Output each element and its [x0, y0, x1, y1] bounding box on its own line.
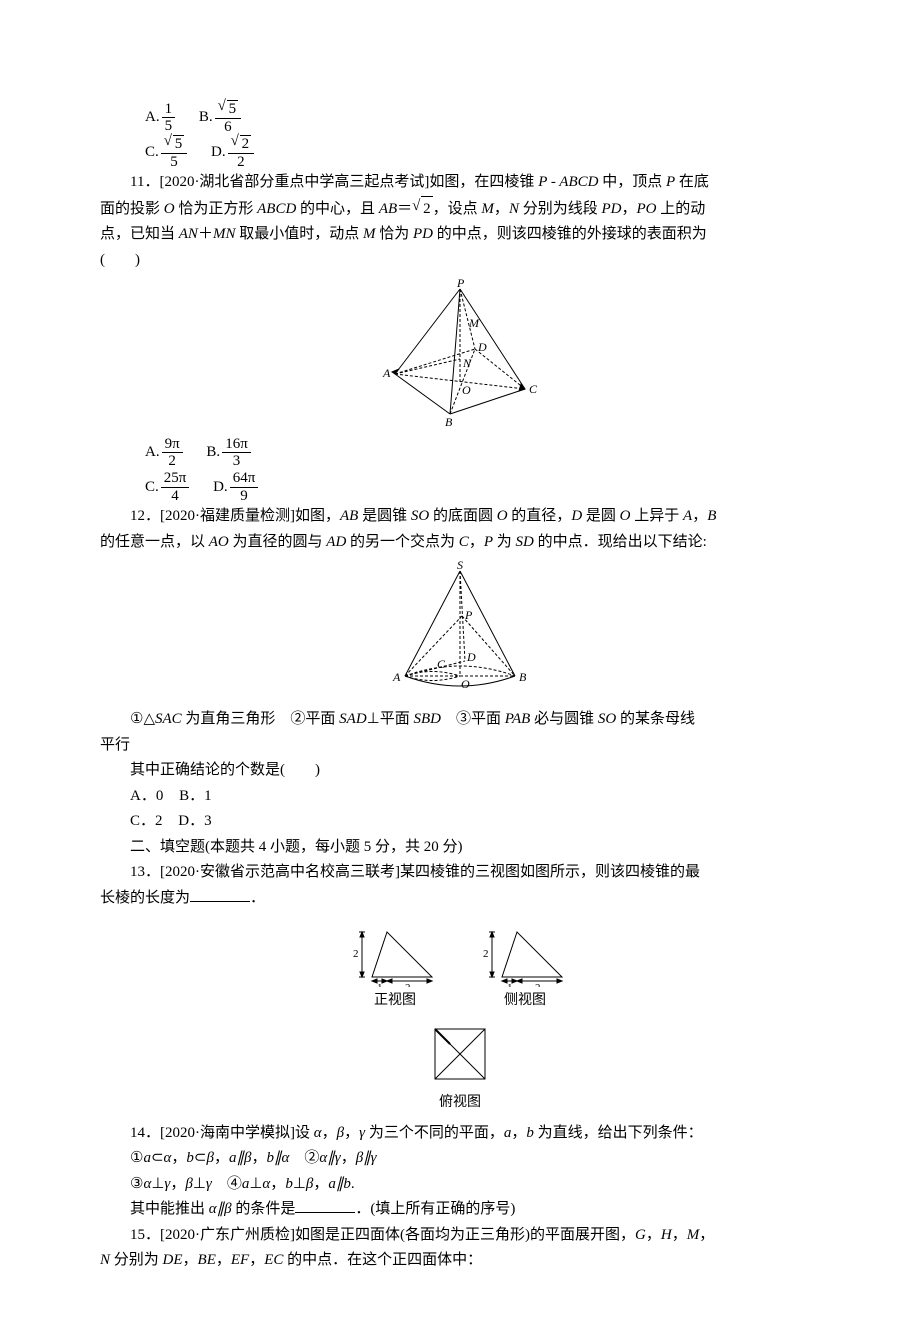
front-view-label: 正视图	[350, 989, 440, 1013]
q11-text: 11．[2020·湖北省部分重点中学高三起点考试]如图，在四棱锥 P - ABC…	[100, 170, 820, 196]
q11-options-row2: C.25π4 D.64π9	[145, 470, 820, 505]
svg-text:S: S	[457, 561, 463, 572]
q11-options-row1: A.9π2 B.16π3	[145, 435, 820, 470]
svg-text:O: O	[462, 383, 471, 397]
q14-blank	[295, 1197, 355, 1213]
opt-label: B.	[199, 109, 213, 125]
q10-options-row1: A.15 B.56	[145, 100, 820, 135]
svg-text:D: D	[466, 650, 476, 664]
q12-text: 12．[2020·福建质量检测]如图，AB 是圆锥 SO 的底面圆 O 的直径，…	[100, 504, 820, 530]
q12-options-row2: C．2 D．3	[100, 809, 820, 835]
svg-text:O: O	[461, 677, 470, 691]
svg-text:2: 2	[535, 982, 541, 987]
svg-text:1: 1	[507, 982, 513, 987]
svg-text:P: P	[456, 279, 465, 290]
svg-text:B: B	[445, 415, 453, 429]
q13-text-2: 长棱的长度为．	[100, 886, 820, 912]
svg-text:C: C	[437, 657, 446, 671]
q10-option-b: B.56	[199, 100, 243, 135]
q13-text: 13．[2020·安徽省示范高中名校高三联考]某四棱锥的三视图如图所示，则该四棱…	[100, 860, 820, 886]
q14-conditions-1: ①a⊂α，b⊂β，a∥β，b∥α ②α∥γ，β∥γ	[100, 1146, 820, 1172]
q12-figure: S A B O C D P	[100, 561, 820, 701]
svg-text:B: B	[519, 670, 527, 684]
opt-label: C.	[145, 144, 159, 160]
q12-options-row1: A．0 B．1	[100, 784, 820, 810]
q11-text-2: 面的投影 O 恰为正方形 ABCD 的中心，且 AB＝2，设点 M，N 分别为线…	[100, 196, 820, 223]
q12-option-a: A．0	[130, 788, 163, 804]
svg-text:2: 2	[353, 948, 359, 960]
q13-top-view: 俯视图	[100, 1019, 820, 1115]
q12-text-2: 的任意一点，以 AO 为直径的圆与 AD 的另一个交点为 C，P 为 SD 的中…	[100, 530, 820, 556]
svg-text:2: 2	[483, 948, 489, 960]
q13-front-view: 2 1 2 正视图	[350, 917, 440, 1013]
q13-side-view: 2 1 2 侧视图	[480, 917, 570, 1013]
q12-option-c: C．2	[130, 813, 163, 829]
svg-text:M: M	[468, 316, 480, 330]
q10-option-c: C.55	[145, 135, 189, 170]
q11-option-a: A.9π2	[145, 435, 185, 470]
q11-figure: P A B C D M N O	[100, 279, 820, 429]
q12-statements: ①△SAC 为直角三角形 ②平面 SAD⊥平面 SBD ③平面 PAB 必与圆锥…	[100, 707, 820, 733]
q13-blank	[190, 886, 250, 902]
q10-option-a: A.15	[145, 100, 177, 135]
svg-text:C: C	[529, 382, 538, 396]
q14-conditions-2: ③α⊥γ，β⊥γ ④a⊥α，b⊥β，a∥b.	[100, 1172, 820, 1198]
side-view-label: 侧视图	[480, 989, 570, 1013]
svg-text:N: N	[462, 356, 472, 370]
svg-text:A: A	[392, 670, 401, 684]
q14-ask: 其中能推出 α∥β 的条件是．(填上所有正确的序号)	[100, 1197, 820, 1223]
q11-option-d: D.64π9	[213, 470, 260, 505]
q12-option-d: D．3	[178, 813, 211, 829]
q15-text: 15．[2020·广东广州质检]如图是正四面体(各面均为正三角形)的平面展开图，…	[100, 1223, 820, 1249]
q13-views-row: 2 1 2 正视图 2	[100, 917, 820, 1013]
opt-label: A.	[145, 109, 160, 125]
top-view-label: 俯视图	[100, 1091, 820, 1115]
svg-text:A: A	[382, 366, 391, 380]
q11-paren: ( )	[100, 248, 820, 274]
q11-option-c: C.25π4	[145, 470, 191, 505]
q12-ask: 其中正确结论的个数是( )	[100, 758, 820, 784]
q14-text: 14．[2020·海南中学模拟]设 α，β，γ 为三个不同的平面，a，b 为直线…	[100, 1121, 820, 1147]
q12-statements-2: 平行	[100, 733, 820, 759]
svg-text:2: 2	[405, 982, 411, 987]
q11-text-3: 点，已知当 AN＋MN 取最小值时，动点 M 恰为 PD 的中点，则该四棱锥的外…	[100, 222, 820, 248]
svg-text:D: D	[477, 340, 487, 354]
q15-text-2: N 分别为 DE，BE，EF，EC 的中点．在这个正四面体中：	[100, 1248, 820, 1274]
q10-options-row2: C.55 D.22	[145, 135, 820, 170]
opt-label: D.	[211, 144, 226, 160]
q10-option-d: D.22	[211, 135, 256, 170]
svg-text:P: P	[464, 608, 473, 622]
section-2-heading: 二、填空题(本题共 4 小题，每小题 5 分，共 20 分)	[100, 835, 820, 861]
q12-option-b: B．1	[179, 788, 212, 804]
q11-option-b: B.16π3	[206, 435, 252, 470]
svg-text:1: 1	[377, 982, 383, 987]
